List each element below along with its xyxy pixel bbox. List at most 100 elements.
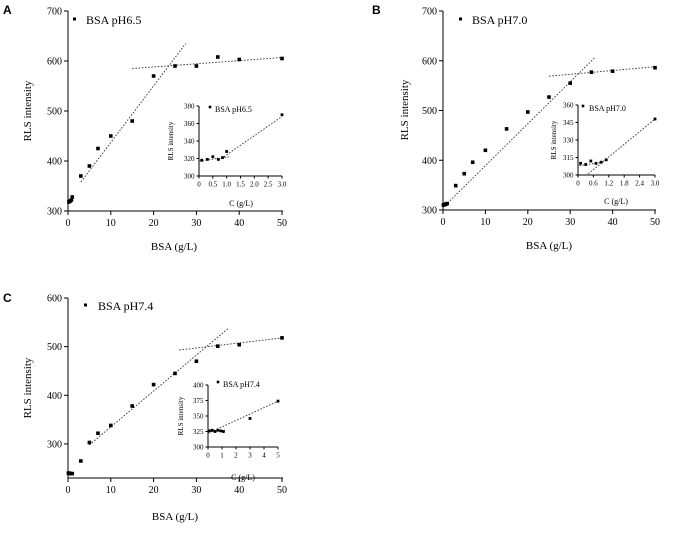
panel-a-inset-y-tick-label: 320 [184,155,195,163]
panel-a-inset-legend-label: BSA pH6.5 [215,105,252,114]
panel-c-inset-data-point [213,430,217,433]
panel-b-inset-legend-marker [581,104,585,108]
panel-b-inset-data-point [653,117,657,121]
panel-a-inset-y-axis-title: RLS intensity [167,121,175,160]
panel-c-x-tick-label: 20 [149,485,159,496]
panel-b-inset-y-tick-label: 300 [563,171,574,179]
panel-c-x-tick-label: 0 [66,485,71,496]
panel-b-inset-x-tick-label: 0.6 [589,180,598,188]
panel-a-inset-x-tick-label: 1.5 [236,181,245,189]
panel-a-inset-data-point [205,157,209,161]
panel-a-inset-x-tick-label: 0 [197,181,201,189]
panel-a-x-tick-label: 20 [149,218,159,229]
panel-c-inset-y-tick-label: 400 [193,381,204,389]
panel-a-data-point [237,57,241,62]
panel-b-inset-y-tick-label: 315 [563,154,574,162]
panel-a-y-tick-label: 500 [47,107,62,118]
panel-a-y-tick-label: 600 [47,57,62,68]
panel-b-inset-data-point [594,161,598,165]
panel-a-data-point [280,56,284,61]
panel-a-inset-x-tick-label: 3.0 [278,181,287,189]
panel-c-data-point [280,336,284,340]
panel-a-inset-data-point [216,157,220,161]
panel-b-y-tick-label: 600 [422,56,437,67]
panel-b-data-point [504,127,509,131]
panel-b-y-tick-label: 700 [422,7,437,18]
panel-a-y-tick-label: 400 [47,157,62,168]
panel-a-inset-data-point [225,150,229,153]
panel-c-inset-marks [207,399,280,434]
panel-b-x-tick-label: 30 [565,217,575,228]
panel-b-y-tick-label: 500 [422,106,437,117]
panel-a-inset-marks [198,113,284,162]
panel-c-x-axis-title: BSA (g/L) [152,511,198,523]
panel-c-inset-x-tick-label: 4 [262,452,266,460]
panel-a-inset-x-tick-label: 2.0 [250,181,259,189]
panel-a-inset-trendline [223,116,283,158]
panel-b-inset-x-tick-label: 2.4 [635,180,644,188]
panel-a-marks [67,43,284,204]
panel-c-inset-x-axis-title: C (g/L) [231,473,255,482]
panel-b-trendline [548,66,656,77]
panel-b-x-tick-label: 0 [441,217,446,228]
panel-c-y-tick-label: 400 [47,391,62,402]
panel-c-inset-data-point [222,430,225,433]
panel-c-letter: C [3,291,12,305]
panel-c-data-point [109,423,113,428]
panel-c-inset-legend-marker [216,380,220,384]
panel-a-x-tick-label: 10 [106,218,116,229]
panel-b-inset-y-tick-label: 330 [563,136,574,144]
panel-c-y-tick-label: 500 [47,342,62,353]
panel-c-inset-y-tick-label: 375 [193,397,204,405]
panel-b-data-point [589,70,594,74]
panel-a-data-point [87,164,92,168]
panel-b-x-axis-title: BSA (g/L) [526,240,572,252]
panel-c-marks [66,327,284,476]
panel-b-inset-x-axis-title: C (g/L) [604,197,628,206]
panel-a-data-point [151,74,156,78]
panel-c-inset-y-tick-label: 350 [193,412,204,420]
panel-a-y-axis-title: RLS intensity [22,80,34,141]
panel-a-inset-legend-marker [208,105,212,109]
panel-c-inset-data-point [210,428,214,432]
panel-c-inset-x-tick-label: 0 [206,452,210,460]
panel-c-inset-x-tick-label: 2 [234,452,238,460]
panel-a-inset-data-point [200,158,204,162]
panel-c-inset-legend-label: BSA pH7.4 [223,380,260,389]
panel-b-axes: 0 10 20 30 40 50 300 400 500 600 700 [422,7,660,229]
panel-a-x-axis-title: BSA (g/L) [151,241,197,253]
panel-b-inset-data-point [589,159,593,163]
panel-a-data-point [216,55,220,59]
panel-b-y-axis-title: RLS intensity [399,79,411,140]
panel-a-data-point [194,64,199,68]
panel-b-y-tick-label: 300 [422,206,437,217]
panel-c-inset-y-tick-label: 325 [193,428,204,436]
panel-a-x-tick-label: 50 [277,218,287,229]
panel-c-inset-data-point [208,429,211,433]
panel-c-x-tick-label: 10 [106,485,116,496]
panel-b-legend-marker [459,17,462,21]
panel-b-data-point [470,160,475,165]
panel-b-inset-y-axis-title: RLS intensity [550,120,558,159]
panel-b-data-point [653,65,657,70]
panel-c-inset-x-tick-label: 3 [248,452,252,460]
panel-b-inset-y-tick-label: 345 [563,119,574,127]
panel-a-inset-axes: 0 0.5 1.0 1.5 2.0 2.5 3.0 300 320 340 360 380 [184,102,287,188]
panel-c-inset-x-tick-label: 5 [276,452,280,460]
panel-c-data-point [237,342,241,347]
panel-b-inset-y-tick-label: 360 [563,101,574,109]
panel-a-inset-trendline [198,156,230,162]
panel-a-inset-x-tick-label: 2.5 [264,181,273,189]
panel-c-y-axis-title: RLS intensity [22,357,34,418]
panel-b-inset-trendline [579,161,604,167]
panel-c-data-point [173,371,177,376]
panel-b-inset-x-tick-label: 3.0 [651,180,660,188]
panel-c-data-point [87,440,92,445]
panel-b-letter: B [372,3,381,17]
panel-b-legend-label: BSA pH7.0 [472,13,527,27]
panel-a-inset-data-point [211,155,215,159]
panel-a-data-point [109,134,113,138]
panel-b-x-tick-label: 40 [608,217,618,228]
